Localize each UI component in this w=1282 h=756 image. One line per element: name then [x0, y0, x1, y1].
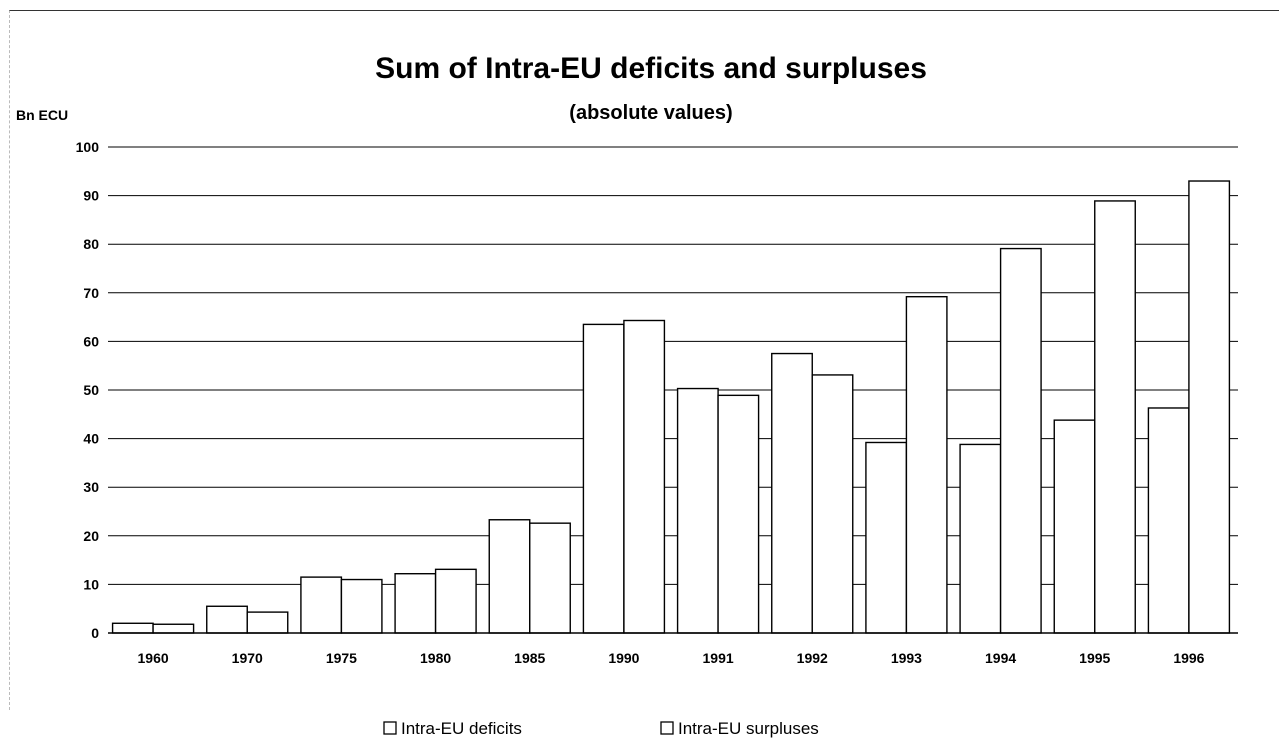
bars-layer [111, 180, 1231, 634]
y-tick-label: 70 [83, 285, 99, 301]
y-tick-label: 10 [83, 576, 99, 592]
bar-surplus-1994 [999, 247, 1042, 634]
y-tick-label: 40 [83, 431, 99, 447]
y-tick-label: 30 [83, 479, 99, 495]
bar-deficit-1996 [1147, 407, 1190, 634]
legend-swatch-deficit [383, 721, 397, 735]
x-tick-label: 1993 [891, 650, 922, 666]
x-tick-label: 1985 [514, 650, 545, 666]
y-tick-label: 100 [76, 139, 100, 155]
bar-surplus-1992 [811, 374, 854, 634]
y-tick-label: 20 [83, 528, 99, 544]
bar-deficit-1991 [676, 387, 719, 634]
bar-deficit-1990 [582, 323, 625, 634]
bar-surplus-1995 [1094, 200, 1136, 634]
x-tick-label: 1991 [703, 650, 734, 666]
bar-surplus-1996 [1188, 180, 1231, 634]
axis-layer: 0 10 20 30 40 50 60 70 80 90 100 1960 1970 1975 1980 19… [76, 139, 1238, 666]
bar-deficit-1993 [865, 441, 908, 634]
bar-deficit-1992 [771, 352, 813, 634]
legend: Intra-EU deficits Intra-EU surpluses [383, 719, 819, 738]
grid-layer [108, 146, 1238, 585]
chart-frame [9, 10, 1279, 710]
chart-subtitle: (absolute values) [569, 102, 732, 124]
legend-label-deficit: Intra-EU deficits [401, 719, 522, 738]
y-tick-label: 0 [91, 625, 99, 641]
y-tick-label: 90 [83, 188, 99, 204]
x-tick-label: 1960 [138, 650, 169, 666]
bar-deficit-1985 [488, 519, 531, 634]
bar-surplus-1960 [152, 623, 195, 634]
x-tick-label: 1994 [985, 650, 1016, 666]
legend-label-surplus: Intra-EU surpluses [678, 719, 819, 738]
bar-deficit-1980 [394, 573, 437, 634]
bar-surplus-1991 [717, 394, 760, 634]
bar-surplus-1993 [905, 295, 948, 634]
y-tick-label: 80 [83, 236, 99, 252]
x-tick-label: 1970 [232, 650, 263, 666]
bar-deficit-1960 [111, 622, 154, 634]
x-tick-label: 1996 [1173, 650, 1204, 666]
bar-deficit-1994 [959, 443, 1002, 634]
bar-surplus-1990 [623, 319, 666, 634]
y-axis-label: Bn ECU [16, 107, 68, 123]
y-tick-label: 50 [83, 382, 99, 398]
bar-deficit-1995 [1053, 419, 1096, 634]
x-tick-label: 1995 [1079, 650, 1110, 666]
bar-surplus-1985 [529, 522, 571, 634]
bar-surplus-1975 [340, 578, 383, 634]
bar-deficit-1975 [300, 576, 343, 634]
legend-swatch-surplus [660, 721, 674, 735]
chart-title: Sum of Intra-EU deficits and surpluses [375, 52, 927, 85]
y-tick-label: 60 [83, 333, 99, 349]
x-tick-label: 1975 [326, 650, 357, 666]
bar-surplus-1980 [434, 568, 477, 634]
bar-deficit-1970 [206, 605, 248, 634]
x-tick-label: 1980 [420, 650, 451, 666]
x-tick-label: 1990 [608, 650, 639, 666]
x-tick-label: 1992 [797, 650, 828, 666]
bar-surplus-1970 [246, 611, 289, 634]
